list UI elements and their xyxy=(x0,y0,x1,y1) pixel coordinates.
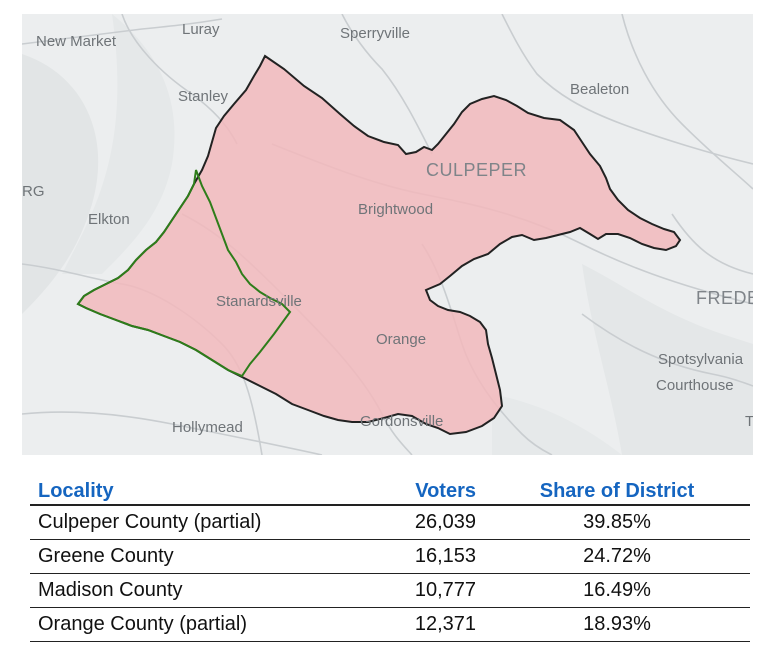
place-stanley: Stanley xyxy=(178,88,229,105)
map-canvas: New Market Luray Sperryville Stanley Bea… xyxy=(22,14,753,455)
cell-locality: Orange County (partial) xyxy=(30,607,358,642)
cell-voters: 16,153 xyxy=(358,539,484,574)
place-bealeton: Bealeton xyxy=(570,81,629,98)
cell-share: 24.72% xyxy=(484,539,750,574)
locality-table: Locality Voters Share of District Culpep… xyxy=(30,478,750,642)
place-culpeper: CULPEPER xyxy=(426,160,527,180)
cell-locality: Madison County xyxy=(30,573,358,608)
place-spotsylvania: Spotsylvania xyxy=(658,351,744,368)
cell-voters: 26,039 xyxy=(358,505,484,540)
greene-county-boundary xyxy=(76,169,292,378)
header-locality: Locality xyxy=(30,478,358,506)
cell-locality: Greene County xyxy=(30,539,358,574)
header-share: Share of District xyxy=(484,478,750,506)
cell-voters: 10,777 xyxy=(358,573,484,608)
terrain-shading xyxy=(22,14,753,455)
table-row: Culpeper County (partial) 26,039 39.85% xyxy=(30,505,750,540)
place-sperryville: Sperryville xyxy=(340,25,410,42)
cell-locality: Culpeper County (partial) xyxy=(30,505,358,540)
place-frede: FREDE xyxy=(696,288,753,308)
place-hollymead: Hollymead xyxy=(172,419,243,436)
place-brightwood: Brightwood xyxy=(358,201,433,218)
place-new-market: New Market xyxy=(36,33,117,50)
table-row: Orange County (partial) 12,371 18.93% xyxy=(30,607,750,642)
place-elkton: Elkton xyxy=(88,211,130,228)
table-row: Greene County 16,153 24.72% xyxy=(30,539,750,574)
district-map: New Market Luray Sperryville Stanley Bea… xyxy=(22,14,753,455)
place-courthouse: Courthouse xyxy=(656,377,734,394)
table-header-row: Locality Voters Share of District xyxy=(30,478,750,506)
place-luray: Luray xyxy=(182,21,220,38)
cell-voters: 12,371 xyxy=(358,607,484,642)
place-gordonsville: Gordonsville xyxy=(360,413,443,430)
cell-share: 18.93% xyxy=(484,607,750,642)
header-voters: Voters xyxy=(358,478,484,506)
cell-share: 39.85% xyxy=(484,505,750,540)
place-t: T xyxy=(745,413,753,430)
place-stanardsville: Stanardsville xyxy=(216,293,302,310)
place-labels: New Market Luray Sperryville Stanley Bea… xyxy=(22,21,753,436)
cell-share: 16.49% xyxy=(484,573,750,608)
place-orange: Orange xyxy=(376,331,426,348)
table-row: Madison County 10,777 16.49% xyxy=(30,573,750,608)
place-rg: RG xyxy=(22,183,45,200)
